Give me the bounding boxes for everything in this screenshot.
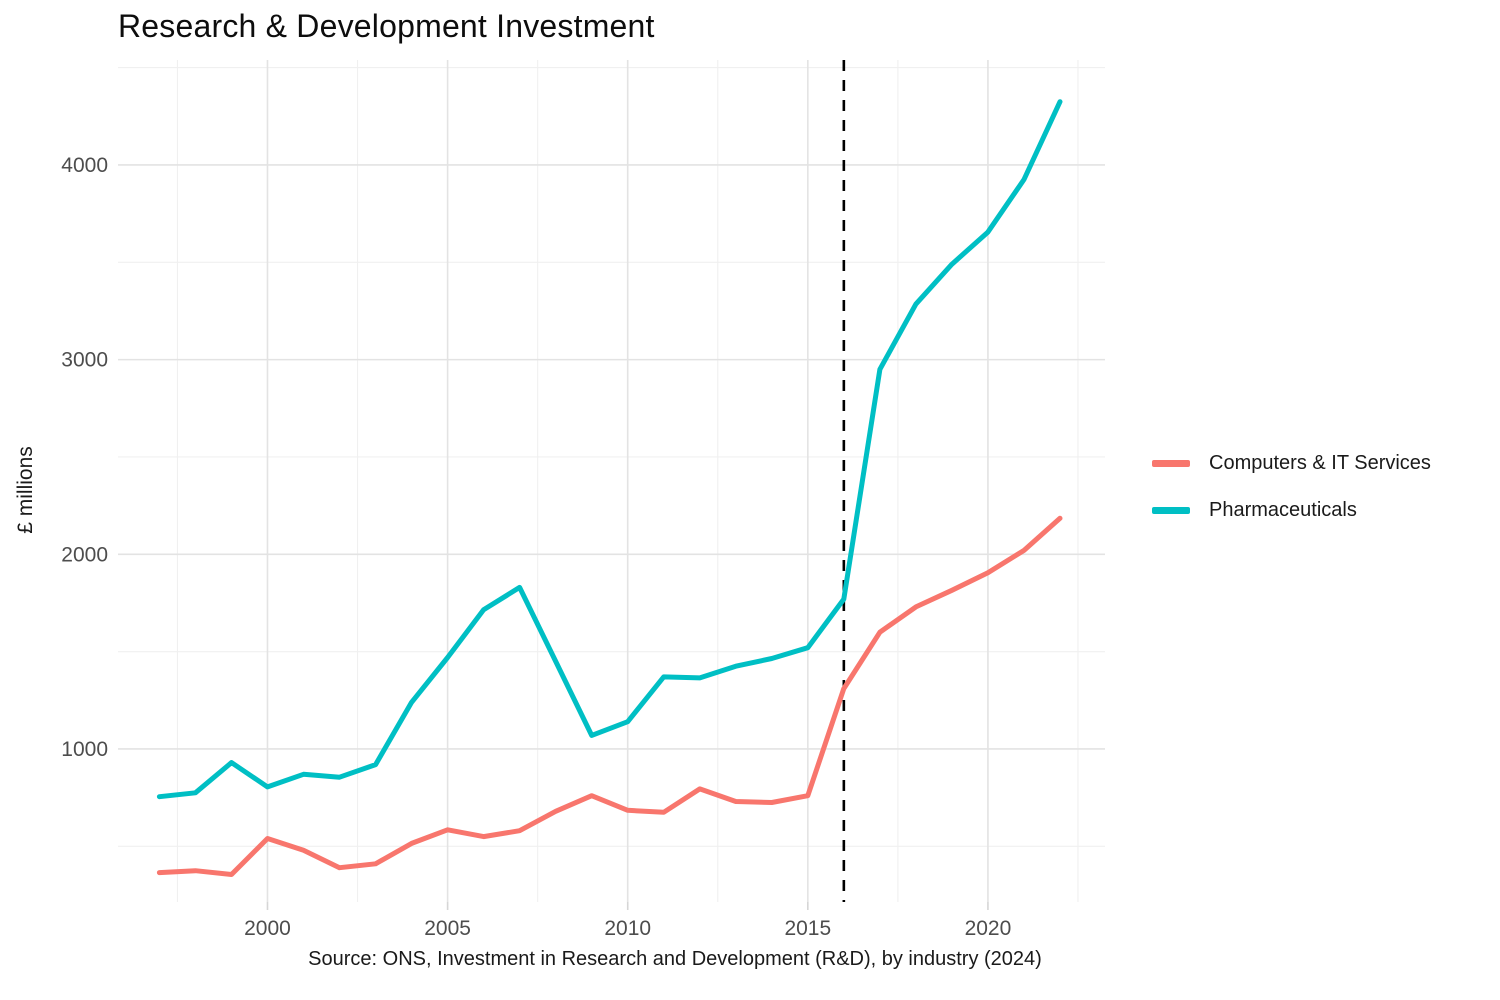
x-tick-label: 2010 (604, 917, 651, 940)
source-caption: Source: ONS, Investment in Research and … (308, 948, 1042, 970)
legend-item-computers: Computers & IT Services (1152, 452, 1431, 475)
chart-title: Research & Development Investment (118, 8, 655, 44)
legend-item-pharmaceuticals: Pharmaceuticals (1152, 499, 1431, 522)
legend-key-line-computers (1152, 460, 1190, 467)
legend-label-pharmaceuticals: Pharmaceuticals (1209, 499, 1357, 521)
series-line-pharmaceuticals (156, 99, 1063, 800)
x-tick-label: 2020 (965, 917, 1012, 940)
y-tick-label: 1000 (61, 738, 108, 761)
legend-label-computers: Computers & IT Services (1209, 452, 1431, 474)
series-line-computers-it-services (156, 515, 1063, 877)
legend: Computers & IT Services Pharmaceuticals (1152, 452, 1431, 546)
x-tick-label: 2000 (244, 917, 291, 940)
x-tick-label: 2015 (784, 917, 831, 940)
y-tick-label: 2000 (61, 543, 108, 566)
y-tick-label: 3000 (61, 349, 108, 372)
legend-key-line-pharmaceuticals (1152, 507, 1190, 514)
x-tick-label: 2005 (424, 917, 471, 940)
y-tick-label: 4000 (61, 154, 108, 177)
